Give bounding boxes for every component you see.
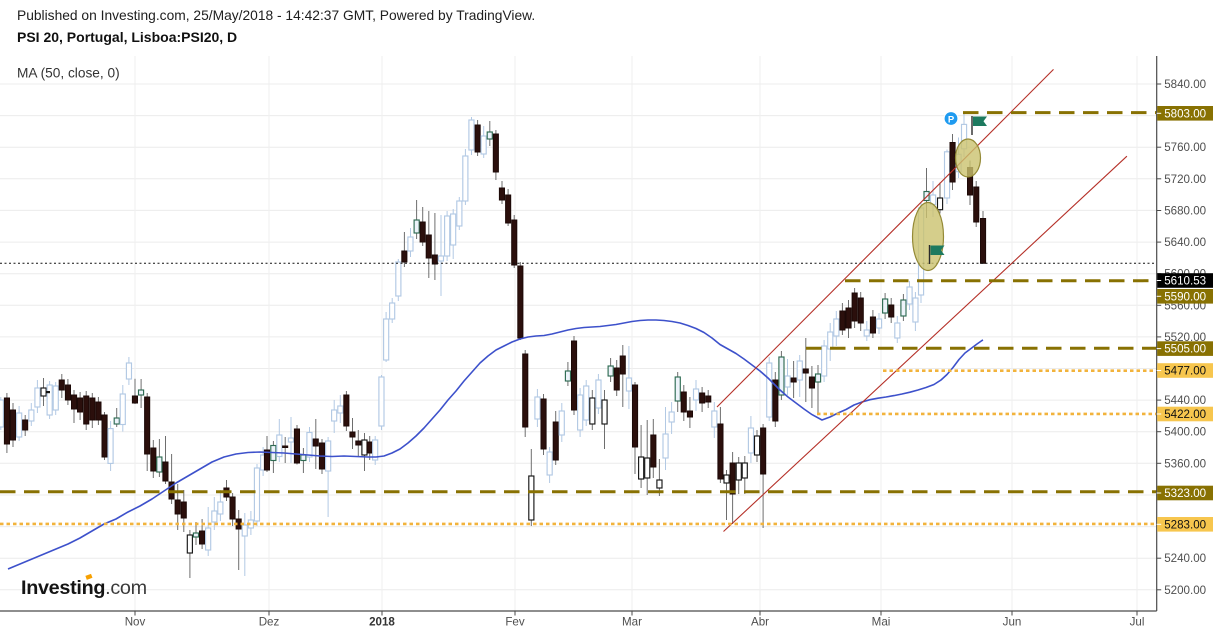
svg-text:5520.00: 5520.00 — [1164, 331, 1206, 344]
svg-text:5200.00: 5200.00 — [1164, 584, 1206, 597]
svg-text:MA (50, close, 0): MA (50, close, 0) — [17, 66, 120, 81]
svg-text:5640.00: 5640.00 — [1164, 236, 1206, 249]
svg-text:5840.00: 5840.00 — [1164, 78, 1206, 91]
svg-text:5590.00: 5590.00 — [1164, 290, 1206, 303]
svg-text:5422.00: 5422.00 — [1164, 408, 1206, 421]
svg-text:Fev: Fev — [505, 616, 525, 629]
svg-text:Abr: Abr — [751, 616, 769, 629]
svg-text:5440.00: 5440.00 — [1164, 394, 1206, 407]
svg-text:Published on Investing.com, 25: Published on Investing.com, 25/May/2018 … — [17, 8, 535, 23]
svg-text:Investing.com: Investing.com — [21, 577, 147, 599]
svg-text:5360.00: 5360.00 — [1164, 457, 1206, 470]
svg-text:5477.00: 5477.00 — [1164, 365, 1206, 378]
svg-text:5240.00: 5240.00 — [1164, 552, 1206, 565]
svg-text:5283.00: 5283.00 — [1164, 518, 1206, 531]
svg-text:5720.00: 5720.00 — [1164, 173, 1206, 186]
svg-text:5610.53: 5610.53 — [1164, 275, 1206, 288]
svg-text:5760.00: 5760.00 — [1164, 141, 1206, 154]
svg-text:Jun: Jun — [1003, 616, 1022, 629]
svg-text:P: P — [948, 114, 955, 125]
svg-text:Mai: Mai — [872, 616, 891, 629]
svg-text:PSI 20, Portugal, Lisboa:PSI20: PSI 20, Portugal, Lisboa:PSI20, D — [17, 29, 237, 45]
svg-text:5803.00: 5803.00 — [1164, 107, 1206, 120]
svg-text:5680.00: 5680.00 — [1164, 205, 1206, 218]
svg-text:2018: 2018 — [369, 616, 395, 629]
svg-text:Dez: Dez — [259, 616, 280, 629]
svg-text:Mar: Mar — [622, 616, 642, 629]
svg-text:5505.00: 5505.00 — [1164, 343, 1206, 356]
svg-text:5323.00: 5323.00 — [1164, 487, 1206, 500]
svg-text:Jul: Jul — [1130, 616, 1145, 629]
svg-text:Nov: Nov — [125, 616, 146, 629]
svg-text:5400.00: 5400.00 — [1164, 426, 1206, 439]
